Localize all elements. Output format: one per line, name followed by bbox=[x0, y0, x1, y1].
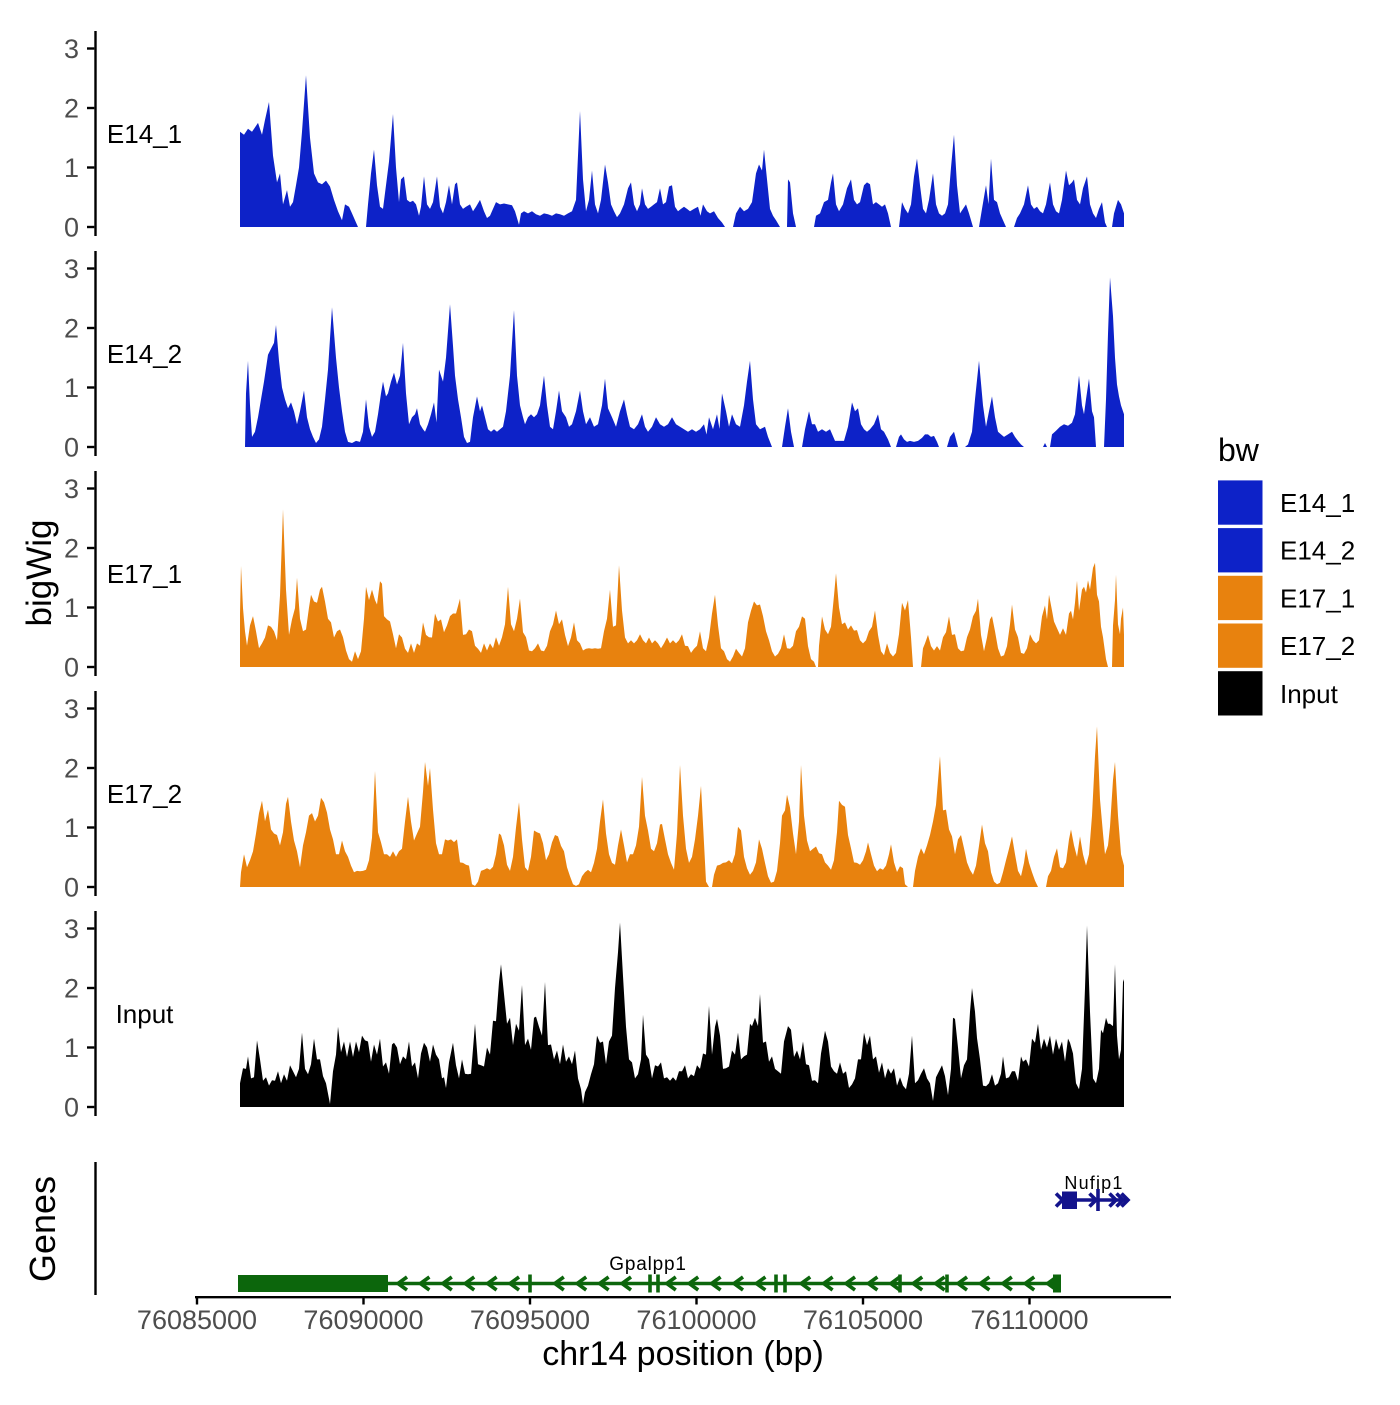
svg-text:1: 1 bbox=[64, 1033, 79, 1063]
svg-text:2: 2 bbox=[64, 974, 79, 1004]
svg-text:E14_1: E14_1 bbox=[107, 119, 182, 149]
svg-text:0: 0 bbox=[64, 1093, 79, 1123]
svg-text:Gpalpp1: Gpalpp1 bbox=[609, 1254, 686, 1275]
svg-text:2: 2 bbox=[64, 534, 79, 564]
svg-text:3: 3 bbox=[64, 474, 79, 504]
svg-text:3: 3 bbox=[64, 34, 79, 64]
svg-text:0: 0 bbox=[64, 213, 79, 243]
svg-text:76090000: 76090000 bbox=[303, 1305, 423, 1335]
svg-text:Input: Input bbox=[116, 999, 175, 1029]
svg-text:2: 2 bbox=[64, 94, 79, 124]
svg-text:E14_1: E14_1 bbox=[1280, 488, 1355, 518]
svg-text:76110000: 76110000 bbox=[970, 1305, 1088, 1335]
svg-text:E17_1: E17_1 bbox=[107, 559, 182, 589]
svg-text:bigWig: bigWig bbox=[20, 520, 59, 627]
svg-text:1: 1 bbox=[64, 813, 79, 843]
svg-text:3: 3 bbox=[64, 914, 79, 944]
svg-text:76100000: 76100000 bbox=[636, 1305, 756, 1335]
svg-text:E17_2: E17_2 bbox=[1280, 631, 1355, 661]
svg-text:3: 3 bbox=[64, 254, 79, 284]
svg-text:0: 0 bbox=[64, 873, 79, 903]
svg-text:0: 0 bbox=[64, 653, 79, 683]
svg-text:1: 1 bbox=[64, 593, 79, 623]
svg-text:E17_1: E17_1 bbox=[1280, 583, 1355, 613]
svg-text:Nufip1: Nufip1 bbox=[1064, 1173, 1123, 1193]
svg-text:E14_2: E14_2 bbox=[1280, 536, 1355, 566]
svg-text:E14_2: E14_2 bbox=[107, 339, 182, 369]
svg-text:3: 3 bbox=[64, 694, 79, 724]
svg-text:76105000: 76105000 bbox=[803, 1305, 923, 1335]
svg-text:1: 1 bbox=[64, 373, 79, 403]
svg-text:2: 2 bbox=[64, 754, 79, 784]
svg-text:1: 1 bbox=[64, 153, 79, 183]
svg-text:0: 0 bbox=[64, 433, 79, 463]
svg-text:76085000: 76085000 bbox=[137, 1305, 257, 1335]
svg-text:chr14 position (bp): chr14 position (bp) bbox=[542, 1335, 824, 1373]
svg-text:bw: bw bbox=[1218, 432, 1260, 468]
svg-text:76095000: 76095000 bbox=[470, 1305, 590, 1335]
svg-text:Input: Input bbox=[1280, 679, 1339, 709]
svg-text:2: 2 bbox=[64, 314, 79, 344]
svg-text:E17_2: E17_2 bbox=[107, 779, 182, 809]
svg-text:Genes: Genes bbox=[22, 1176, 63, 1282]
